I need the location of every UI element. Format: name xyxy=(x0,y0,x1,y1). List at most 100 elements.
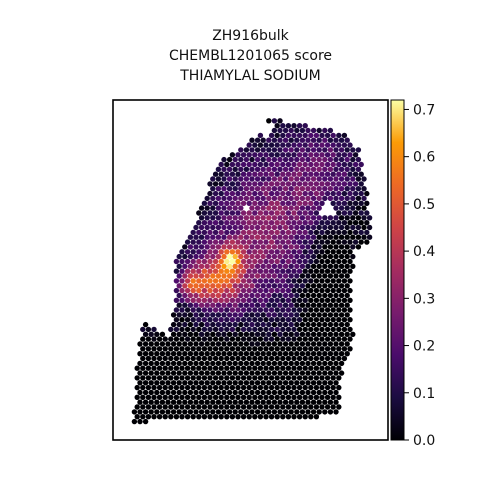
spot xyxy=(338,341,345,347)
spot xyxy=(218,326,224,333)
spot xyxy=(165,389,171,396)
spot xyxy=(221,205,227,211)
spot xyxy=(184,278,191,284)
spot xyxy=(299,234,306,240)
spot xyxy=(243,399,250,405)
spot xyxy=(232,176,238,182)
spot xyxy=(232,273,238,279)
spot xyxy=(322,380,328,386)
spot xyxy=(324,220,331,226)
title-line-1: ZH916bulk xyxy=(212,28,289,44)
spot xyxy=(322,127,328,134)
spot xyxy=(187,380,194,386)
spot xyxy=(246,384,252,391)
spot xyxy=(324,317,331,323)
spot xyxy=(330,181,336,187)
spot xyxy=(243,283,250,289)
spot xyxy=(310,147,317,153)
spot xyxy=(313,200,320,206)
spot xyxy=(240,258,247,265)
spot xyxy=(142,370,149,376)
spot xyxy=(184,346,191,352)
spot xyxy=(333,224,339,231)
spot xyxy=(243,166,250,172)
spot xyxy=(207,346,213,352)
spot xyxy=(176,389,182,396)
spot xyxy=(336,307,342,313)
spot xyxy=(277,370,283,376)
spot xyxy=(266,409,272,415)
spot xyxy=(196,394,202,400)
spot xyxy=(271,205,278,211)
spot xyxy=(240,210,247,216)
spot xyxy=(274,278,280,284)
spot xyxy=(316,195,322,202)
spot xyxy=(338,302,345,308)
spot xyxy=(299,186,306,192)
spot xyxy=(179,365,185,371)
spot xyxy=(330,161,336,168)
spot xyxy=(282,127,289,134)
spot xyxy=(302,258,308,265)
spot xyxy=(246,317,252,323)
spot xyxy=(338,195,345,202)
spot xyxy=(224,414,230,420)
spot xyxy=(280,258,286,265)
spot xyxy=(246,229,252,236)
spot xyxy=(221,215,227,221)
spot xyxy=(249,156,255,163)
spot xyxy=(229,404,236,410)
spot xyxy=(260,186,266,192)
spot xyxy=(302,404,308,410)
spot xyxy=(165,409,171,415)
spot xyxy=(240,307,247,313)
spot xyxy=(336,229,342,236)
spot xyxy=(291,123,297,129)
spot xyxy=(299,137,306,143)
spot xyxy=(282,370,289,376)
spot xyxy=(215,253,222,260)
spot xyxy=(212,307,219,313)
spot xyxy=(302,123,308,129)
spot xyxy=(252,220,258,226)
spot xyxy=(260,331,266,337)
spot xyxy=(257,258,264,265)
spot xyxy=(274,404,280,410)
spot xyxy=(226,263,233,269)
spot xyxy=(204,244,210,250)
spot xyxy=(350,166,356,172)
spot xyxy=(291,394,297,400)
spot xyxy=(296,375,303,381)
spot xyxy=(221,244,227,250)
spot xyxy=(327,351,334,357)
spot xyxy=(344,205,350,211)
spot xyxy=(184,394,191,400)
spot xyxy=(207,404,213,410)
spot xyxy=(271,273,278,279)
spot xyxy=(285,268,292,274)
spot xyxy=(305,292,311,299)
spot xyxy=(308,355,314,362)
spot xyxy=(252,190,258,197)
spot xyxy=(235,278,241,284)
spot xyxy=(308,278,314,284)
spot xyxy=(226,302,233,308)
spot xyxy=(243,312,250,318)
spot xyxy=(263,317,269,323)
spot xyxy=(243,195,250,202)
spot xyxy=(240,239,247,245)
spot xyxy=(252,229,258,236)
spot xyxy=(288,312,294,318)
spot xyxy=(212,384,219,391)
spot xyxy=(291,375,297,381)
spot xyxy=(333,186,339,192)
spot xyxy=(176,283,182,289)
spot xyxy=(288,302,294,308)
spot xyxy=(274,336,280,342)
spot xyxy=(324,346,331,352)
spot xyxy=(280,181,286,187)
spot xyxy=(274,200,280,206)
spot xyxy=(156,375,163,381)
spot xyxy=(271,360,278,367)
spot xyxy=(266,341,272,347)
